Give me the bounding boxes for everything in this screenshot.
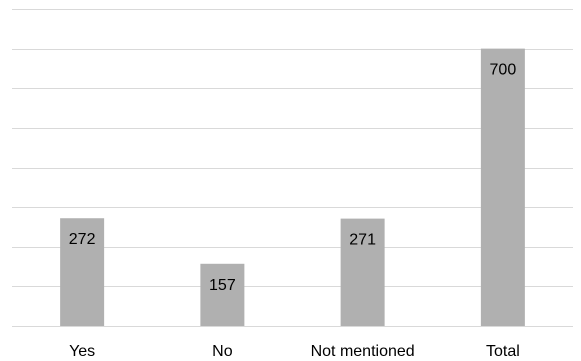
x-tick-not-mentioned: Not mentioned — [311, 343, 415, 360]
data-label-not-mentioned: 271 — [349, 232, 376, 249]
x-tick-no: No — [212, 343, 233, 360]
bars — [60, 48, 525, 326]
bar-total — [480, 48, 525, 326]
bar-no — [200, 263, 245, 326]
bar-yes — [60, 218, 105, 326]
x-tick-total: Total — [486, 343, 520, 360]
x-tick-yes: Yes — [69, 343, 95, 360]
data-label-total: 700 — [490, 62, 517, 79]
bar-not-mentioned — [340, 218, 385, 326]
x-tick-labels: Yes No Not mentioned Total — [69, 343, 520, 360]
data-label-yes: 272 — [69, 231, 96, 248]
gridlines — [12, 9, 573, 327]
data-label-no: 157 — [209, 277, 236, 294]
data-labels: 272 157 271 700 — [69, 62, 517, 294]
